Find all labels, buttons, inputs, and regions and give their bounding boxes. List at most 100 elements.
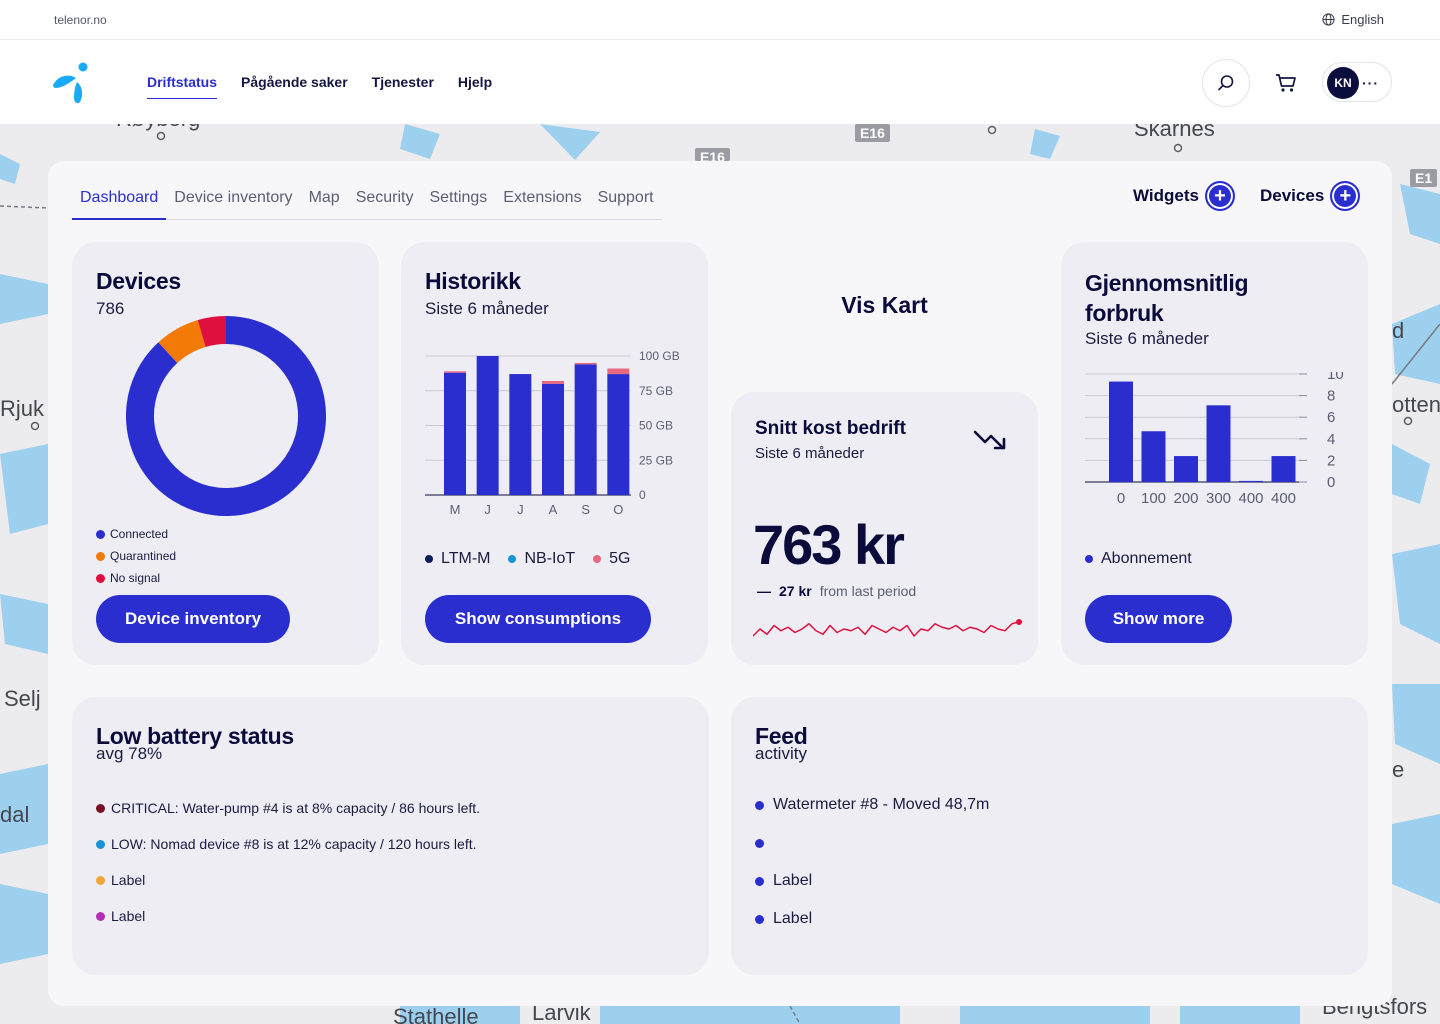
feed-dot: [755, 800, 764, 810]
device-inventory-button[interactable]: Device inventory: [96, 595, 290, 643]
cart-icon: [1276, 74, 1296, 92]
map-label: Stathelle: [393, 1004, 479, 1024]
feed-card: Feed activity Watermeter #8 - Moved 48,7…: [731, 697, 1368, 975]
feed-item[interactable]: Label: [755, 900, 989, 938]
feed-title: Feed: [755, 723, 808, 749]
devices-card: Devices 786 Connected Quarantined No sig…: [72, 242, 379, 665]
delta-sign: —: [757, 583, 771, 599]
snitt-delta: — 27 kr from last period: [757, 583, 916, 599]
telenor-logo[interactable]: [50, 58, 100, 106]
top-strip: telenor.no English: [0, 0, 1440, 40]
vis-kart-link[interactable]: Vis Kart: [841, 292, 928, 318]
y-tick-label: 0: [1327, 474, 1335, 491]
legend-dot: [96, 551, 105, 561]
tab-security[interactable]: Security: [355, 189, 414, 206]
nav-tjenester[interactable]: Tjenester: [371, 74, 434, 90]
tab-map[interactable]: Map: [308, 189, 340, 206]
map-label: Rjuk: [0, 396, 45, 421]
bar-5g: [607, 368, 630, 375]
show-more-button[interactable]: Show more: [1085, 595, 1232, 643]
list-item[interactable]: LOW: Nomad device #8 is at 12% capacity …: [96, 826, 480, 862]
battery-card: Low battery status avg 78% CRITICAL: Wat…: [72, 697, 709, 975]
add-widgets-button[interactable]: Widgets +: [1133, 181, 1235, 211]
road-sign: E16: [695, 148, 730, 161]
feed-item[interactable]: Watermeter #8 - Moved 48,7m: [755, 786, 989, 824]
legend-item: NB-IoT: [508, 550, 575, 568]
x-tick-label: 200: [1173, 490, 1198, 507]
bar-ltm-m: [607, 374, 630, 495]
bar-ltm-m: [476, 356, 499, 495]
list-item-text: CRITICAL: Water-pump #4 is at 8% capacit…: [111, 800, 481, 816]
dashboard-panel: Dashboard Device inventory Map Security …: [48, 161, 1392, 1006]
plus-icon: +: [1204, 181, 1235, 211]
feed-item[interactable]: [755, 824, 989, 862]
feed-item[interactable]: Label: [755, 862, 989, 900]
map-label: e: [1392, 757, 1405, 782]
list-item-text: Label: [111, 908, 146, 924]
x-tick-label: J: [484, 502, 491, 517]
legend-item: Connected: [96, 523, 176, 545]
donut-slice-connected: [126, 316, 326, 516]
legend-item: Quarantined: [96, 545, 176, 567]
bar-ltm-m: [542, 383, 564, 495]
list-item[interactable]: Label: [96, 862, 480, 898]
user-menu[interactable]: KN ···: [1322, 62, 1392, 102]
search-button[interactable]: [1202, 59, 1250, 107]
plus-icon: +: [1330, 181, 1361, 211]
legend-item: No signal: [96, 567, 176, 589]
historikk-title: Historikk: [425, 268, 521, 294]
historikk-bar-chart: 100 GB 75 GB 50 GB 25 GB 0 M J J A S O: [425, 349, 680, 517]
tab-extensions[interactable]: Extensions: [503, 189, 582, 206]
y-tick-label: 8: [1327, 388, 1335, 405]
list-item-text: Label: [111, 872, 146, 888]
x-tick-label: 0: [1117, 490, 1125, 507]
feed-dot: [755, 876, 764, 886]
historikk-subtitle: Siste 6 måneder: [425, 299, 549, 318]
list-item[interactable]: Label: [96, 898, 480, 934]
devices-donut-chart: [126, 316, 326, 516]
bar-5g: [444, 371, 466, 373]
battery-list: CRITICAL: Water-pump #4 is at 8% capacit…: [96, 790, 480, 934]
tab-settings[interactable]: Settings: [429, 189, 488, 206]
bar-abonnement: [1271, 456, 1296, 482]
feed-dot: [755, 914, 764, 924]
map-label: Selj: [4, 686, 41, 711]
show-consumptions-button[interactable]: Show consumptions: [425, 595, 651, 643]
nav-hjelp[interactable]: Hjelp: [457, 74, 493, 90]
legend-item: 5G: [593, 550, 630, 568]
tab-support[interactable]: Support: [597, 189, 654, 206]
legend-dot: [508, 555, 517, 563]
header: Driftstatus Pågående saker Tjenester Hje…: [0, 40, 1440, 124]
add-devices-button[interactable]: Devices +: [1260, 181, 1361, 211]
nav-pagaende-saker[interactable]: Pågående saker: [241, 74, 348, 90]
nav-driftstatus[interactable]: Driftstatus: [147, 74, 218, 99]
tab-dashboard[interactable]: Dashboard: [72, 183, 167, 220]
feed-item-text: Watermeter #8 - Moved 48,7m: [773, 796, 990, 813]
dashboard-tabs: Dashboard Device inventory Map Security …: [72, 183, 662, 220]
globe-icon: [1322, 13, 1335, 26]
bar-abonnement: [1109, 381, 1133, 482]
language-label: English: [1341, 12, 1384, 27]
y-tick-label: 6: [1327, 409, 1335, 426]
language-selector[interactable]: English: [1322, 12, 1384, 27]
battery-subtitle: avg 78%: [96, 744, 163, 763]
legend-dot: [425, 555, 433, 563]
avatar[interactable]: KN: [1327, 67, 1359, 99]
bar-abonnement: [1239, 480, 1263, 482]
delta-value: 27 kr: [779, 583, 812, 599]
bar-5g: [542, 381, 564, 384]
status-dot: [96, 875, 105, 885]
x-tick-label: O: [613, 502, 623, 517]
tab-device-inventory[interactable]: Device inventory: [174, 189, 293, 206]
list-item[interactable]: CRITICAL: Water-pump #4 is at 8% capacit…: [96, 790, 480, 826]
x-tick-label: J: [517, 502, 524, 517]
more-icon[interactable]: ···: [1362, 75, 1379, 91]
feed-subtitle: activity: [755, 744, 807, 763]
x-tick-label: A: [549, 502, 558, 517]
cart-button[interactable]: [1262, 59, 1310, 107]
domain-label[interactable]: telenor.no: [54, 13, 107, 27]
map-label: d: [1392, 318, 1405, 343]
list-item-text: LOW: Nomad device #8 is at 12% capacity …: [111, 836, 477, 852]
historikk-card: Historikk Siste 6 måneder 100 GB 75 GB 50 …: [401, 242, 708, 665]
